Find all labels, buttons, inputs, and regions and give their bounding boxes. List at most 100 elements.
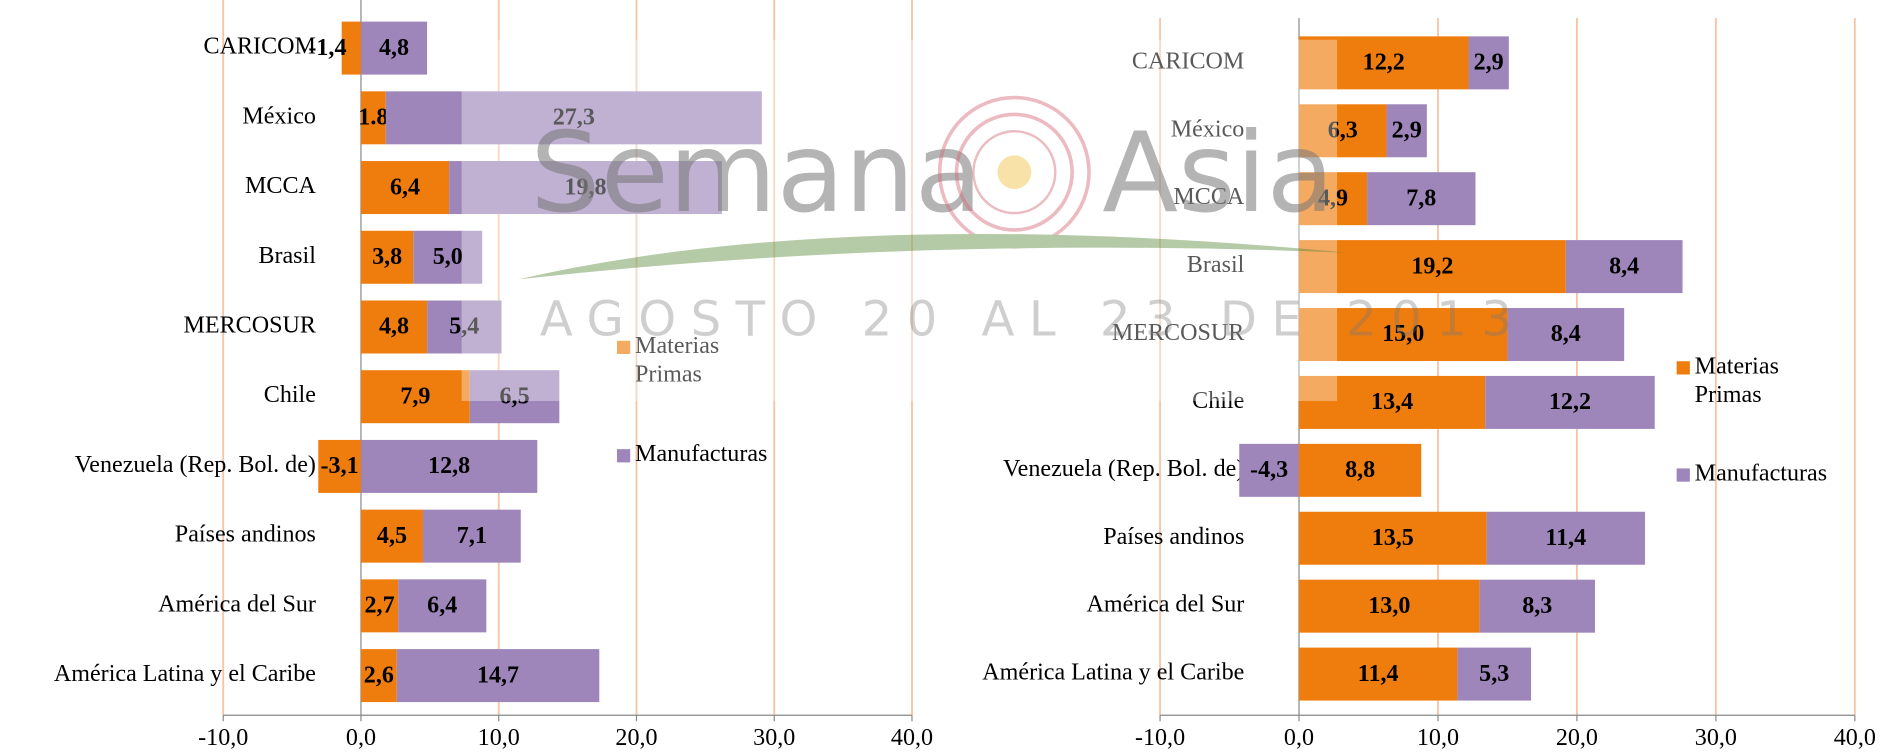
data-label: 19,2 bbox=[1411, 253, 1453, 279]
data-label: 4,5 bbox=[377, 523, 407, 549]
category-label: Chile bbox=[264, 382, 316, 408]
bar bbox=[1468, 36, 1509, 90]
data-label: 4,8 bbox=[379, 35, 409, 61]
legend-entry: Materias Primas bbox=[635, 332, 720, 388]
x-tick-label: 0,0 bbox=[1284, 725, 1314, 751]
bar bbox=[360, 579, 399, 633]
bar bbox=[427, 300, 502, 354]
legend-label: Manufacturas bbox=[1694, 459, 1828, 487]
category-label: Chile bbox=[1192, 388, 1244, 414]
category-label: MERCOSUR bbox=[1112, 320, 1245, 346]
x-tick-label: 40,0 bbox=[891, 725, 933, 751]
x-tick-label: 40,0 bbox=[1834, 725, 1876, 751]
bar bbox=[449, 161, 722, 215]
data-label: 6,5 bbox=[500, 383, 530, 409]
watermark-dates: AGOSTO 20 AL 23 DE 2013 bbox=[540, 292, 1526, 348]
data-label: 11,4 bbox=[1358, 661, 1399, 687]
legend-swatch bbox=[616, 340, 631, 355]
bar bbox=[1299, 511, 1487, 565]
x-tick-label: 10,0 bbox=[478, 725, 520, 751]
bar bbox=[385, 91, 762, 145]
data-label: -3,1 bbox=[321, 453, 359, 479]
bar bbox=[1299, 104, 1387, 158]
bar bbox=[396, 649, 600, 703]
data-label: 13,5 bbox=[1372, 525, 1414, 551]
data-label: 3,8 bbox=[372, 244, 402, 270]
legend-entry: Manufacturas bbox=[635, 440, 768, 468]
bar bbox=[1479, 579, 1595, 633]
bar bbox=[1299, 240, 1566, 294]
bar bbox=[1299, 375, 1486, 429]
category-label: América del Sur bbox=[1087, 592, 1245, 618]
category-label: Venezuela (Rep. Bol. de) bbox=[75, 452, 316, 478]
category-label: MCCA bbox=[245, 173, 317, 199]
bar bbox=[360, 300, 428, 354]
legend-entry: Manufacturas bbox=[1694, 459, 1828, 487]
data-label: 6,4 bbox=[390, 174, 420, 200]
legend-label: Manufacturas bbox=[635, 440, 768, 468]
data-label: 12,2 bbox=[1549, 389, 1591, 415]
bar bbox=[1299, 443, 1422, 497]
category-label: México bbox=[242, 103, 316, 129]
category-label: MCCA bbox=[1173, 184, 1245, 210]
data-label: 7,8 bbox=[1406, 185, 1436, 211]
data-label: 8,4 bbox=[1551, 321, 1581, 347]
watermark-word: Semana bbox=[530, 109, 982, 238]
watermark: Semana Asia AGOSTO 20 AL 23 DE 2013 bbox=[461, 39, 1526, 401]
x-tick-label: 20,0 bbox=[1556, 725, 1598, 751]
data-label: 12,2 bbox=[1363, 50, 1405, 76]
data-label: 5,0 bbox=[433, 244, 463, 270]
bar bbox=[360, 509, 423, 563]
data-label: 13,0 bbox=[1368, 593, 1410, 619]
x-tick-label: 30,0 bbox=[753, 725, 795, 751]
bar bbox=[360, 21, 428, 75]
bar bbox=[1299, 579, 1480, 633]
bar bbox=[1299, 647, 1458, 701]
data-label: 5,4 bbox=[449, 314, 479, 340]
bar bbox=[413, 230, 483, 284]
legend-label: Materias Primas bbox=[635, 332, 720, 388]
data-label: 5,3 bbox=[1479, 661, 1509, 687]
bar bbox=[1299, 172, 1368, 226]
data-label: 2,9 bbox=[1392, 118, 1422, 144]
category-label: México bbox=[1171, 116, 1245, 142]
category-label: América del Sur bbox=[158, 591, 316, 617]
category-label: CARICOM bbox=[1132, 48, 1244, 74]
bar bbox=[360, 230, 414, 284]
bar bbox=[1299, 308, 1508, 362]
bar bbox=[1239, 443, 1300, 497]
data-label: 8,3 bbox=[1522, 593, 1552, 619]
bar bbox=[1386, 104, 1427, 158]
data-label: 7,9 bbox=[400, 383, 430, 409]
data-label: 12,8 bbox=[428, 453, 470, 479]
data-label: 27,3 bbox=[553, 105, 595, 131]
bar bbox=[360, 370, 470, 424]
data-label: 1.8 bbox=[358, 105, 388, 131]
data-label: 8,8 bbox=[1345, 457, 1375, 483]
watermark-word: Asia bbox=[1102, 109, 1334, 238]
category-label: Brasil bbox=[258, 243, 316, 269]
bar bbox=[360, 649, 397, 703]
bar bbox=[360, 91, 386, 145]
data-label: 8,4 bbox=[1609, 253, 1639, 279]
data-label: 19,8 bbox=[564, 174, 606, 200]
bar bbox=[1507, 308, 1625, 362]
category-label: Venezuela (Rep. Bol. de) bbox=[1003, 456, 1244, 482]
watermark-logo bbox=[518, 95, 1350, 280]
category-label: Países andinos bbox=[1103, 524, 1244, 550]
bar bbox=[469, 370, 560, 424]
x-tick-label: 0,0 bbox=[346, 725, 376, 751]
x-tick-label: -10,0 bbox=[198, 725, 248, 751]
bar bbox=[360, 439, 538, 493]
data-label: 14,7 bbox=[477, 662, 519, 688]
x-tick-label: 20,0 bbox=[615, 725, 657, 751]
bar bbox=[398, 579, 487, 633]
data-label: 11,4 bbox=[1545, 525, 1586, 551]
bar bbox=[341, 21, 361, 75]
x-tick-label: 30,0 bbox=[1695, 725, 1737, 751]
data-label: 2,9 bbox=[1474, 50, 1504, 76]
bar bbox=[422, 509, 521, 563]
